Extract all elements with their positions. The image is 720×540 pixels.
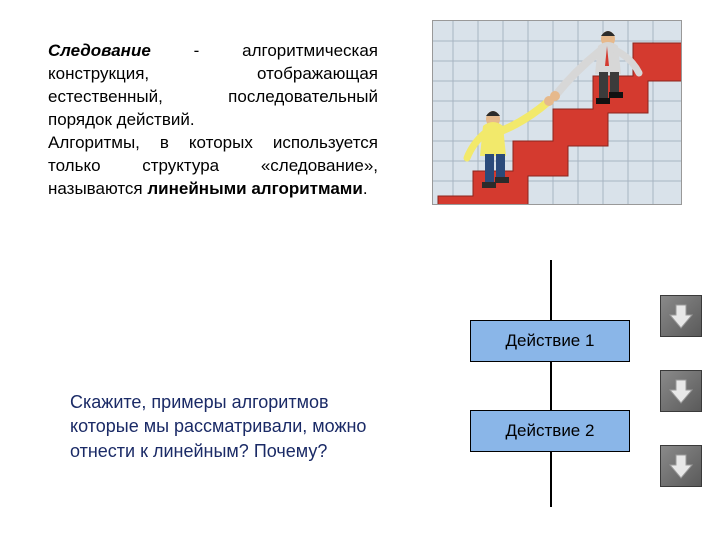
flow-box-1-label: Действие 1 (506, 331, 595, 351)
flow-box-2-label: Действие 2 (506, 421, 595, 441)
flow-box-2: Действие 2 (470, 410, 630, 452)
flow-line-3 (550, 452, 552, 507)
nav-arrow-2[interactable] (660, 370, 702, 412)
nav-arrow-3[interactable] (660, 445, 702, 487)
nav-arrow-1[interactable] (660, 295, 702, 337)
term-word: Следование (48, 41, 151, 60)
flow-line-1 (550, 260, 552, 320)
down-arrow-icon (666, 451, 696, 481)
definition-para2-after: . (363, 179, 368, 198)
down-arrow-icon (666, 376, 696, 406)
linear-term: линейными алгоритмами (147, 179, 362, 198)
flow-line-2 (550, 362, 552, 410)
question-text: Скажите, примеры алгоритмов которые мы р… (70, 390, 400, 463)
flowchart: Действие 1 Действие 2 (470, 260, 630, 520)
climb-stairs-illustration (432, 20, 682, 205)
slide: Следование - алгоритмическая конструкция… (0, 0, 720, 540)
flow-box-1: Действие 1 (470, 320, 630, 362)
down-arrow-icon (666, 301, 696, 331)
definition-text: Следование - алгоритмическая конструкция… (48, 40, 378, 201)
